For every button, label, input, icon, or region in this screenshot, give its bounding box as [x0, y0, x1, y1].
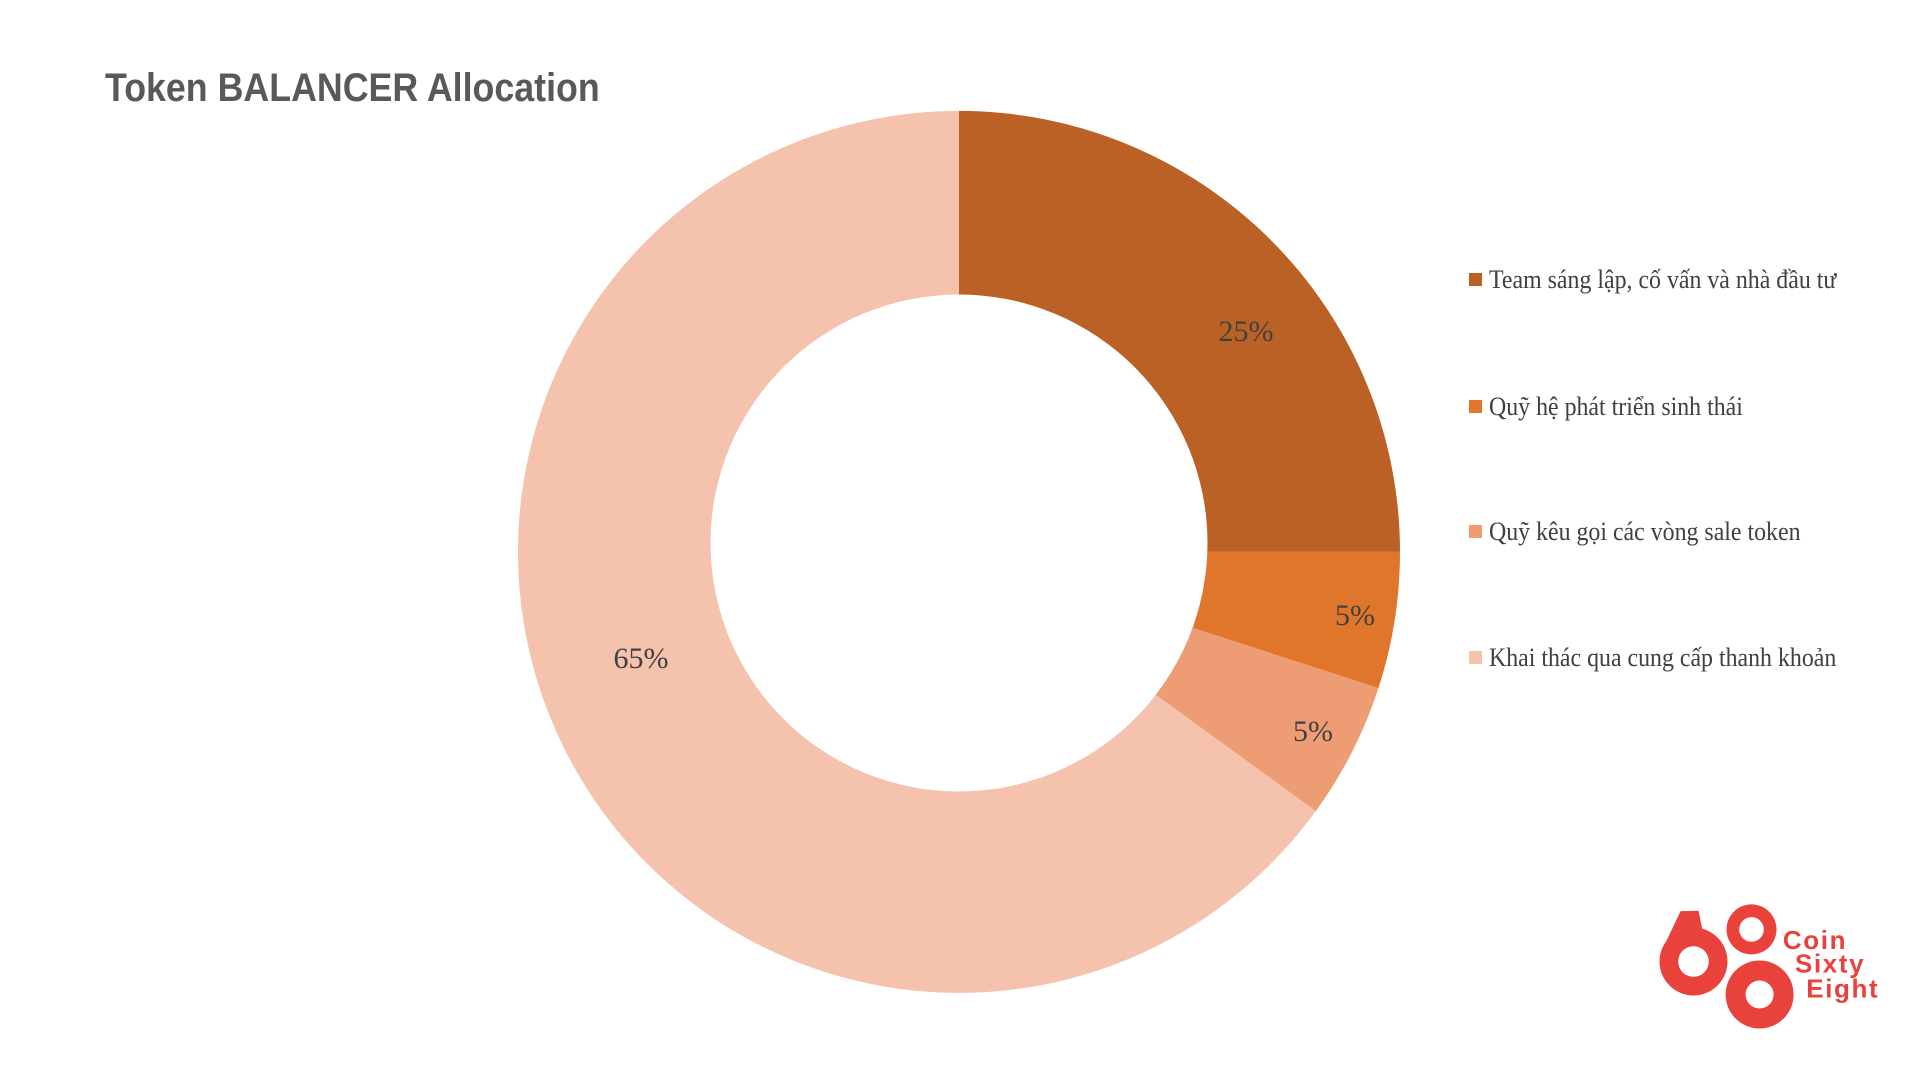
svg-text:Eight: Eight	[1806, 974, 1879, 1004]
svg-text:Sixty: Sixty	[1795, 949, 1865, 979]
svg-text:Coin: Coin	[1783, 925, 1847, 955]
